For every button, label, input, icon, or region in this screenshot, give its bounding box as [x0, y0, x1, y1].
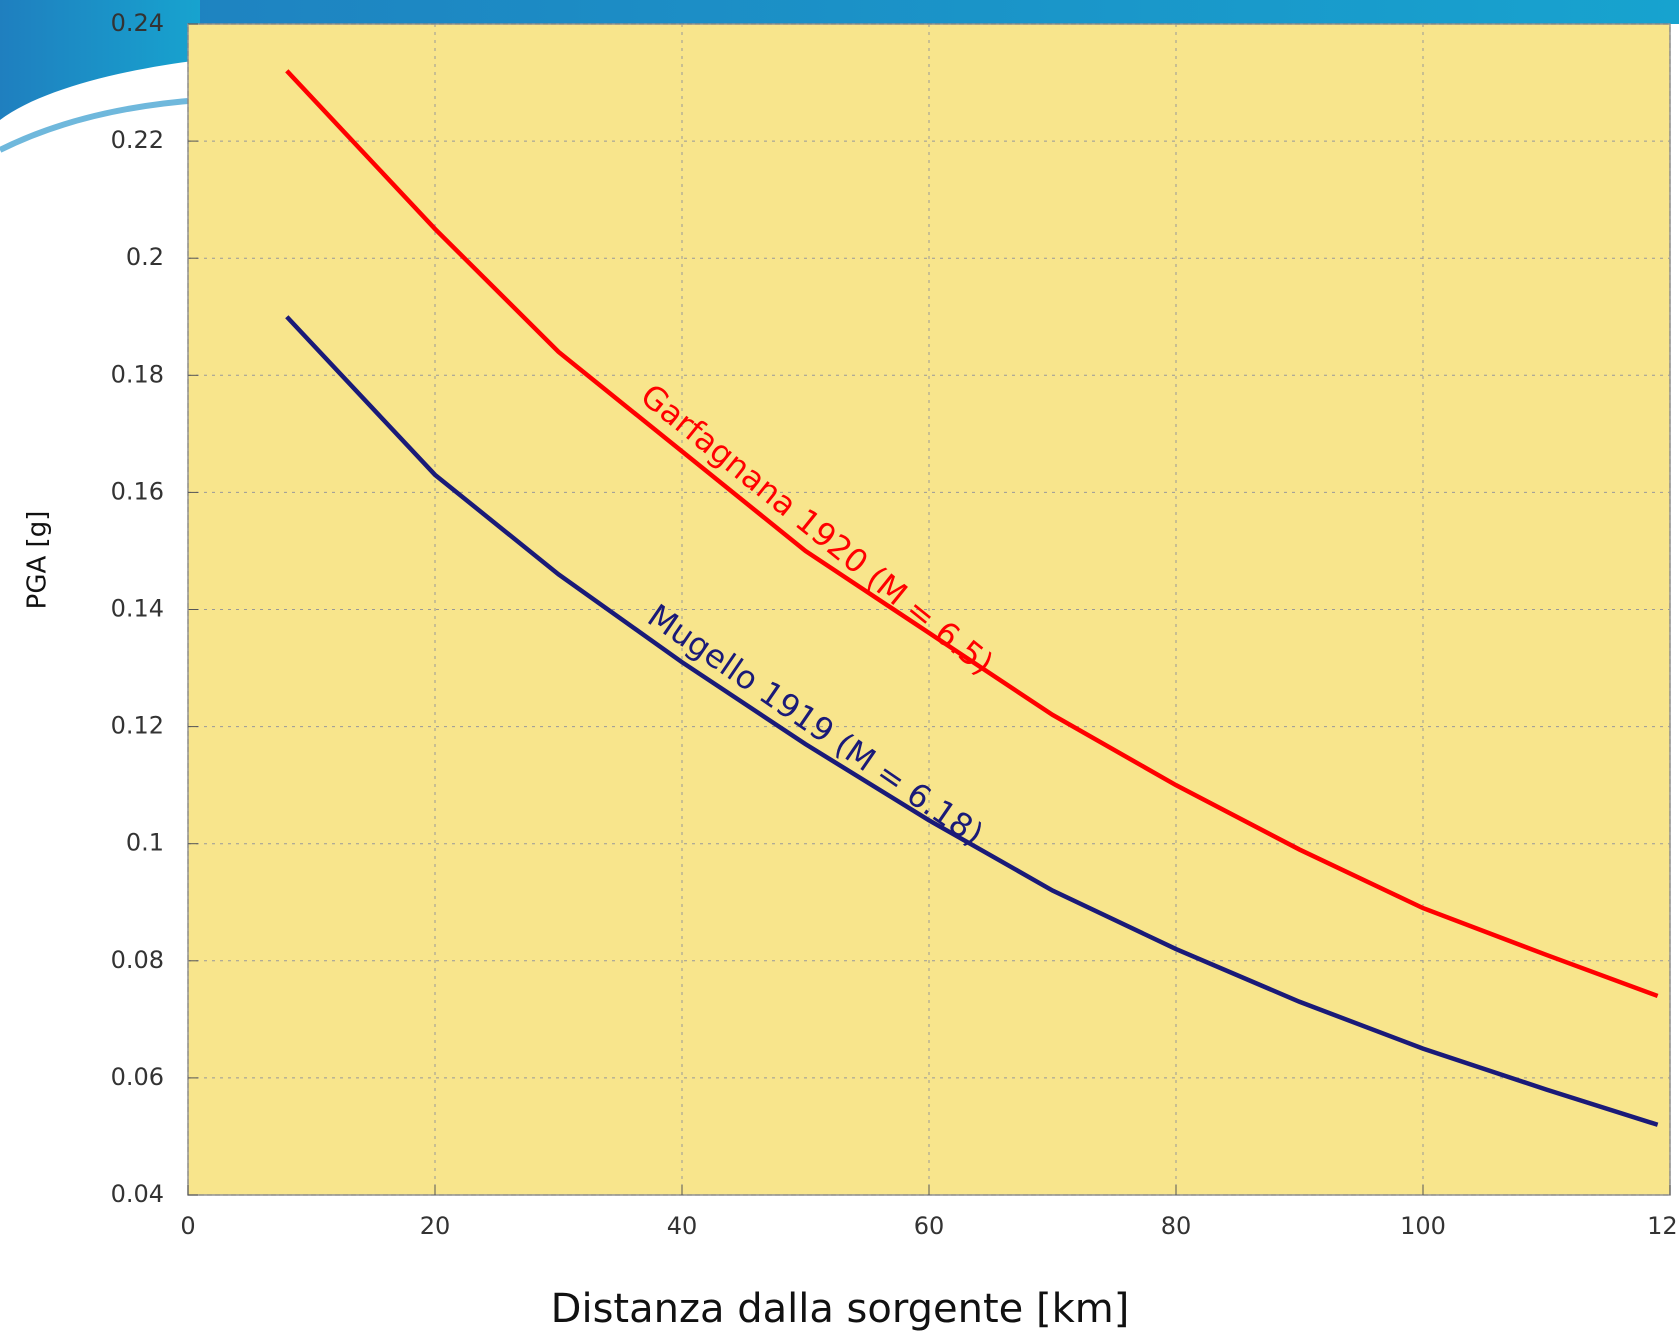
page: {"chart_data": {"type": "line", "x_label…	[0, 0, 1679, 1342]
y-tick-label: 0.24	[111, 9, 164, 37]
x-tick-label: 100	[1400, 1212, 1446, 1240]
slide-header	[0, 0, 1679, 24]
y-tick-label: 0.12	[111, 712, 164, 740]
y-tick-label: 0.2	[126, 243, 164, 271]
y-tick-label: 0.04	[111, 1180, 164, 1208]
y-tick-label: 0.06	[111, 1063, 164, 1091]
x-tick-label: 80	[1161, 1212, 1192, 1240]
y-tick-label: 0.22	[111, 126, 164, 154]
x-tick-label: 20	[420, 1212, 451, 1240]
chart: Distanza dalla sorgente [km] PGA [g] 0.0…	[0, 0, 1679, 1342]
y-axis-label: PGA [g]	[23, 511, 53, 610]
x-tick-label: 60	[914, 1212, 945, 1240]
x-tick-label: 40	[667, 1212, 698, 1240]
x-axis-label: Distanza dalla sorgente [km]	[551, 1286, 1130, 1332]
y-tick-label: 0.16	[111, 477, 164, 505]
y-tick-label: 0.1	[126, 829, 164, 857]
x-tick-label: 0	[180, 1212, 195, 1240]
x-tick-label: 120	[1647, 1212, 1679, 1240]
y-tick-label: 0.14	[111, 595, 164, 623]
y-tick-label: 0.18	[111, 360, 164, 388]
slide-swoosh-line	[0, 100, 200, 150]
y-tick-label: 0.08	[111, 946, 164, 974]
